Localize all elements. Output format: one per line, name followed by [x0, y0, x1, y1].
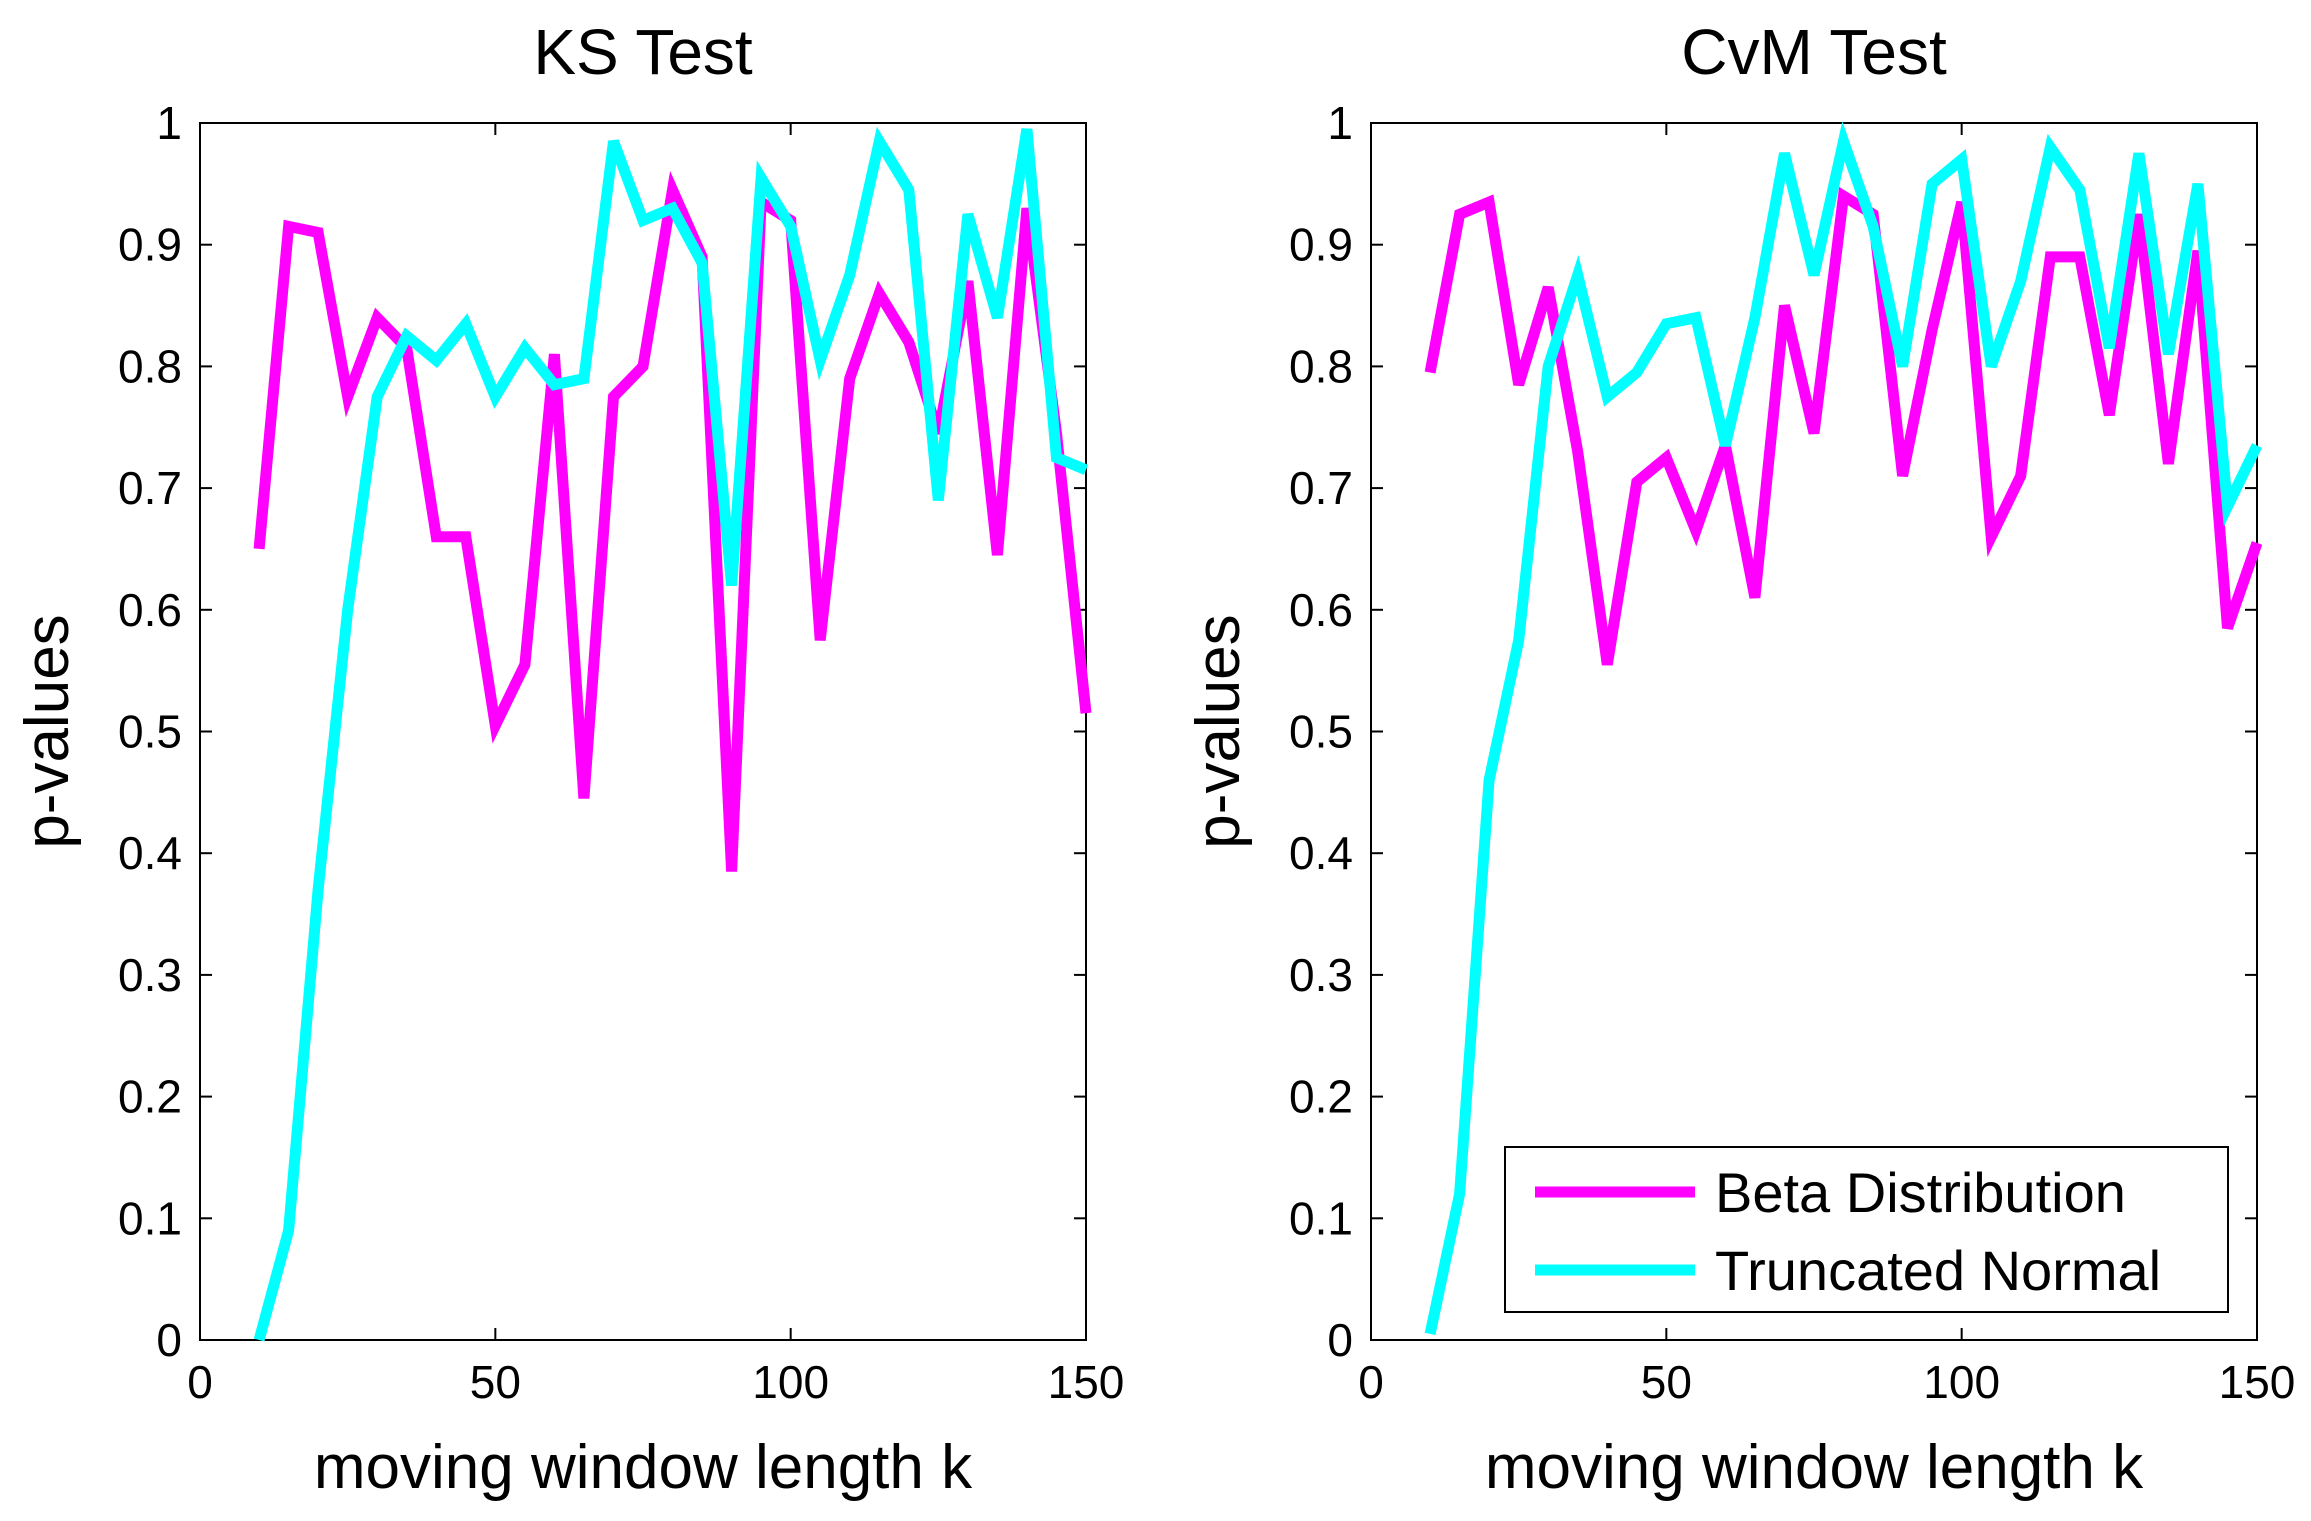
y-tick-label: 0.1 [118, 1192, 182, 1244]
ks-test-panel: KS Test moving window length k p-values … [13, 16, 1124, 1502]
legend-box [1504, 1146, 2229, 1313]
y-tick-label: 0.2 [118, 1071, 182, 1123]
x-tick-label: 0 [1358, 1356, 1384, 1408]
x-tick-label: 150 [1048, 1356, 1125, 1408]
series-lines-ks [253, 126, 1092, 1342]
y-tick-label: 0.7 [118, 462, 182, 514]
y-tick-label: 0 [1327, 1314, 1353, 1366]
series-line-truncated-normal-cvm [1424, 121, 2262, 1336]
y-tick-label: 0.3 [1289, 949, 1353, 1001]
y-tick-label: 0.8 [1289, 340, 1353, 392]
y-tick-label: 0.1 [1289, 1192, 1353, 1244]
y-axis-label-ks: p-values [13, 614, 82, 848]
y-tick-label: 0.7 [1289, 462, 1353, 514]
plot-area-ks [199, 122, 1087, 1341]
y-tick-label: 0.6 [1289, 584, 1353, 636]
x-tick-label: 100 [1923, 1356, 2000, 1408]
series-line-truncated-normal-ks [253, 126, 1089, 1342]
series-lines-cvm [1424, 121, 2263, 1336]
chart-title-cvm: CvM Test [1681, 16, 1947, 88]
cvm-test-panel: CvM Test moving window length k p-values… [1184, 16, 2295, 1502]
y-axis-label-cvm: p-values [1184, 614, 1253, 848]
legend-label-beta: Beta Distribution [1715, 1161, 2126, 1224]
legend-label-truncated-normal: Truncated Normal [1715, 1239, 2161, 1302]
y-tick-label: 0.4 [1289, 827, 1353, 879]
x-tick-label: 100 [752, 1356, 829, 1408]
x-tick-label: 0 [187, 1356, 213, 1408]
y-tick-label: 1 [156, 97, 182, 149]
x-tick-label: 50 [470, 1356, 521, 1408]
y-tick-label: 0.5 [1289, 706, 1353, 758]
series-line-beta-distribution-cvm [1424, 186, 2263, 666]
x-axis-label-cvm: moving window length k [1485, 1433, 2144, 1502]
y-tick-label: 0.3 [118, 949, 182, 1001]
y-tick-label: 0.9 [1289, 219, 1353, 271]
y-tick-label: 0.8 [118, 340, 182, 392]
axis-ticks-cvm: 0 0.1 0.2 0.3 0.4 0.5 0.6 0.7 0.8 0.9 1 0 50 100 150 [1289, 97, 2295, 1408]
x-tick-label: 50 [1641, 1356, 1692, 1408]
x-axis-label-ks: moving window length k [314, 1433, 973, 1502]
legend: Beta Distribution Truncated Normal [1504, 1146, 2229, 1313]
y-tick-label: 0.9 [118, 219, 182, 271]
y-tick-label: 1 [1327, 97, 1353, 149]
y-tick-label: 0.4 [118, 827, 182, 879]
x-tick-label: 150 [2219, 1356, 2296, 1408]
chart-title-ks: KS Test [533, 16, 753, 88]
y-tick-label: 0 [156, 1314, 182, 1366]
axis-ticks-ks: 0 0.1 0.2 0.3 0.4 0.5 0.6 0.7 0.8 0.9 1 0 50 100 150 [118, 97, 1124, 1408]
y-tick-label: 0.6 [118, 584, 182, 636]
y-tick-label: 0.5 [118, 706, 182, 758]
y-tick-label: 0.2 [1289, 1071, 1353, 1123]
